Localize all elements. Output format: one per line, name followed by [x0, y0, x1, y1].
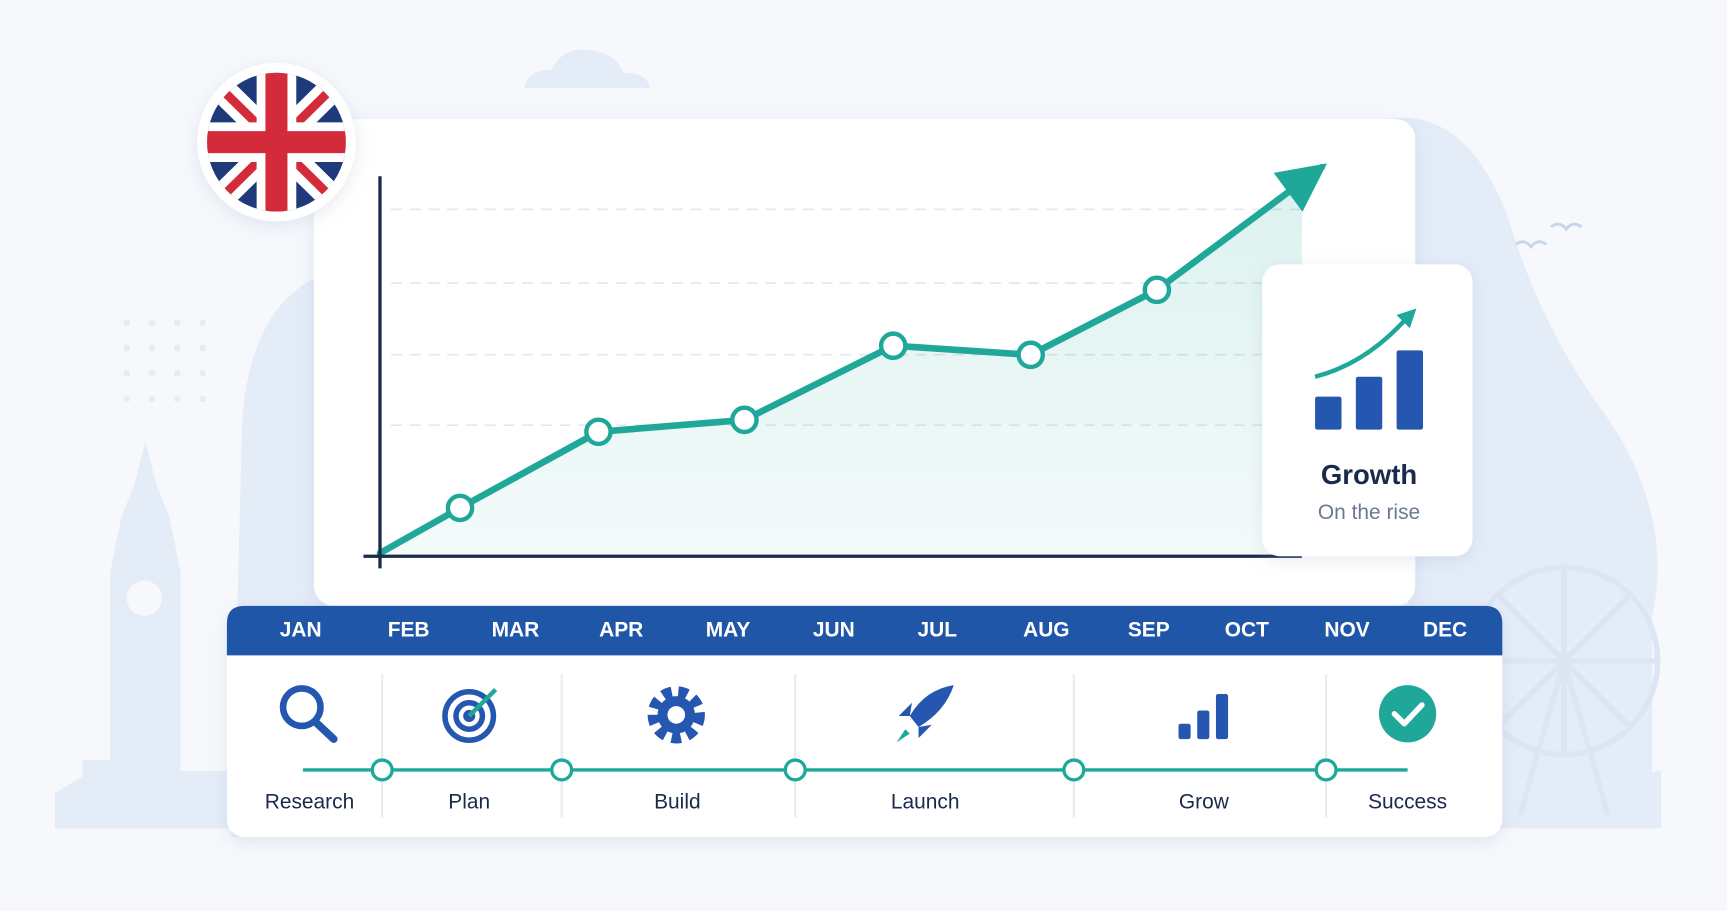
data-point — [445, 493, 475, 523]
timeline-card — [226, 605, 1503, 838]
data-point — [584, 417, 613, 447]
month-label: AUG — [1023, 619, 1069, 642]
card-title: Growth — [1321, 459, 1417, 490]
data-line — [376, 163, 1325, 557]
month-label: NOV — [1324, 619, 1369, 642]
timeline-texts: JAN FEB MAR APR MAY JUN JUL AUG SEP OCT NOV DEC Rese… — [265, 619, 1467, 814]
month-label: APR — [599, 619, 643, 642]
month-label: JUN — [813, 619, 855, 642]
data-point — [730, 405, 759, 435]
stage-label: Success — [1368, 791, 1447, 814]
uk-flag — [197, 62, 356, 222]
icon-check — [1378, 685, 1437, 743]
icon-rocket — [896, 685, 954, 743]
card-subtitle: On the rise — [1318, 501, 1420, 524]
timeline-nodes — [370, 758, 1338, 782]
stage-label: Launch — [891, 791, 960, 814]
month-label: JAN — [280, 619, 322, 642]
stage-label: Plan — [448, 791, 490, 814]
icon-bars — [1178, 693, 1229, 740]
month-label: JUL — [918, 619, 958, 642]
plot — [376, 163, 1327, 557]
data-point — [878, 331, 908, 361]
month-label: OCT — [1225, 619, 1269, 642]
icon-target — [442, 687, 498, 743]
line-area — [379, 182, 1302, 557]
dividers — [381, 674, 1328, 818]
data-point — [1142, 275, 1172, 305]
stage-label: Build — [654, 791, 700, 814]
month-label: FEB — [388, 619, 430, 642]
stage-label: Grow — [1179, 791, 1230, 814]
clock-face — [126, 580, 162, 616]
stage-label: Research — [265, 791, 354, 814]
month-band — [226, 605, 1503, 656]
birds — [1514, 222, 1583, 250]
dot-grid — [123, 319, 206, 403]
month-label: MAY — [706, 619, 751, 642]
growth-icon — [1314, 308, 1424, 430]
month-label: MAR — [492, 619, 540, 642]
month-label: SEP — [1128, 619, 1170, 642]
arrowhead — [1273, 163, 1327, 212]
icon-gear — [647, 686, 705, 744]
data-point — [1016, 340, 1046, 370]
month-label: DEC — [1423, 619, 1467, 642]
icon-search — [279, 685, 338, 743]
